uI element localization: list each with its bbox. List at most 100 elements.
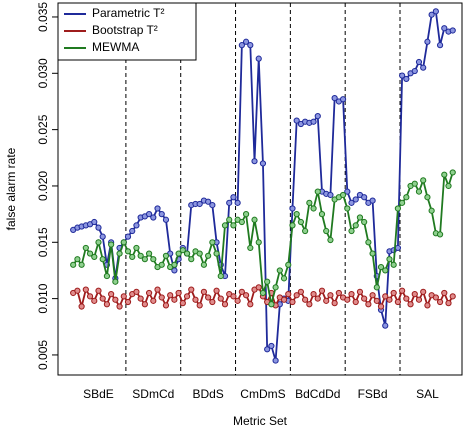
data-point (86, 293, 94, 300)
data-point (369, 197, 376, 204)
data-point (141, 256, 148, 263)
data-point (217, 272, 224, 280)
data-point (335, 289, 342, 297)
data-point (74, 287, 81, 294)
data-point (289, 298, 296, 306)
data-point (314, 295, 321, 302)
y-tick-label: 0.025 (36, 114, 50, 144)
data-point (344, 205, 351, 212)
x-tick-label: SDmCd (132, 387, 174, 401)
data-point (306, 301, 313, 308)
data-point (183, 250, 191, 257)
data-point (373, 284, 380, 291)
data-point (230, 194, 237, 201)
data-point (188, 286, 195, 293)
y-tick-label: 0.035 (36, 2, 50, 32)
data-point (116, 250, 123, 257)
data-point (386, 296, 393, 303)
data-point (365, 301, 372, 308)
data-point (103, 272, 111, 280)
data-point (403, 194, 410, 201)
data-point (162, 216, 170, 223)
data-point (394, 244, 401, 252)
data-point (361, 194, 368, 201)
data-point (175, 250, 182, 257)
data-point (436, 231, 444, 238)
data-point (377, 303, 385, 310)
data-point (264, 346, 271, 353)
data-point (162, 252, 170, 259)
data-point (247, 42, 254, 49)
data-point (91, 297, 98, 304)
data-point (74, 256, 81, 263)
data-point (242, 292, 250, 299)
data-point (255, 284, 262, 291)
data-point (154, 205, 161, 212)
data-point (369, 250, 376, 257)
data-point (276, 267, 283, 274)
data-point (369, 292, 376, 299)
data-point (145, 211, 153, 218)
data-point (285, 261, 292, 268)
data-point (411, 180, 418, 187)
x-tick-label: SAL (416, 387, 439, 401)
data-point (310, 205, 317, 212)
data-point (251, 158, 258, 165)
data-point (318, 211, 326, 218)
data-point (441, 171, 448, 178)
data-point (154, 286, 161, 293)
data-point (441, 289, 448, 297)
data-point (95, 287, 102, 294)
data-point (293, 117, 300, 124)
data-point (230, 222, 237, 229)
data-point (238, 42, 245, 49)
data-point (78, 261, 85, 268)
data-point (306, 199, 313, 206)
data-point (289, 222, 296, 229)
data-point (217, 295, 224, 302)
data-point (420, 177, 427, 184)
data-point (192, 296, 199, 303)
data-point (230, 293, 237, 300)
data-point (234, 297, 241, 304)
data-point (377, 263, 385, 271)
data-point (171, 261, 178, 268)
data-point (200, 261, 208, 268)
data-point (205, 252, 212, 259)
y-tick-label: 0.005 (36, 340, 50, 370)
data-point (205, 198, 212, 205)
data-point (424, 194, 431, 201)
data-point (120, 293, 127, 300)
data-point (272, 284, 279, 291)
data-point (99, 256, 106, 263)
data-point (323, 297, 330, 304)
data-point (133, 288, 140, 295)
x-tick-label: BDdS (192, 387, 223, 401)
data-point (91, 218, 98, 226)
data-point (247, 244, 254, 252)
data-point (145, 289, 153, 297)
data-point (209, 202, 216, 209)
x-tick-label: BdCdDd (295, 387, 340, 401)
data-point (293, 211, 300, 218)
data-point (382, 322, 389, 329)
data-point (196, 200, 203, 208)
data-point (171, 296, 178, 303)
y-axis-label: false alarm rate (4, 147, 18, 230)
data-point (327, 236, 334, 244)
data-point (348, 227, 355, 235)
data-point (327, 292, 334, 299)
data-point (323, 227, 330, 235)
data-point (167, 292, 174, 299)
data-point (356, 288, 364, 295)
data-point (272, 357, 279, 364)
data-point (411, 291, 418, 298)
data-point (302, 296, 309, 303)
x-tick-label: FSBd (358, 387, 388, 401)
data-point (108, 241, 115, 248)
data-point (415, 58, 423, 66)
data-point (386, 256, 393, 263)
data-point (289, 205, 296, 212)
data-point (247, 301, 254, 308)
data-point (116, 303, 123, 310)
